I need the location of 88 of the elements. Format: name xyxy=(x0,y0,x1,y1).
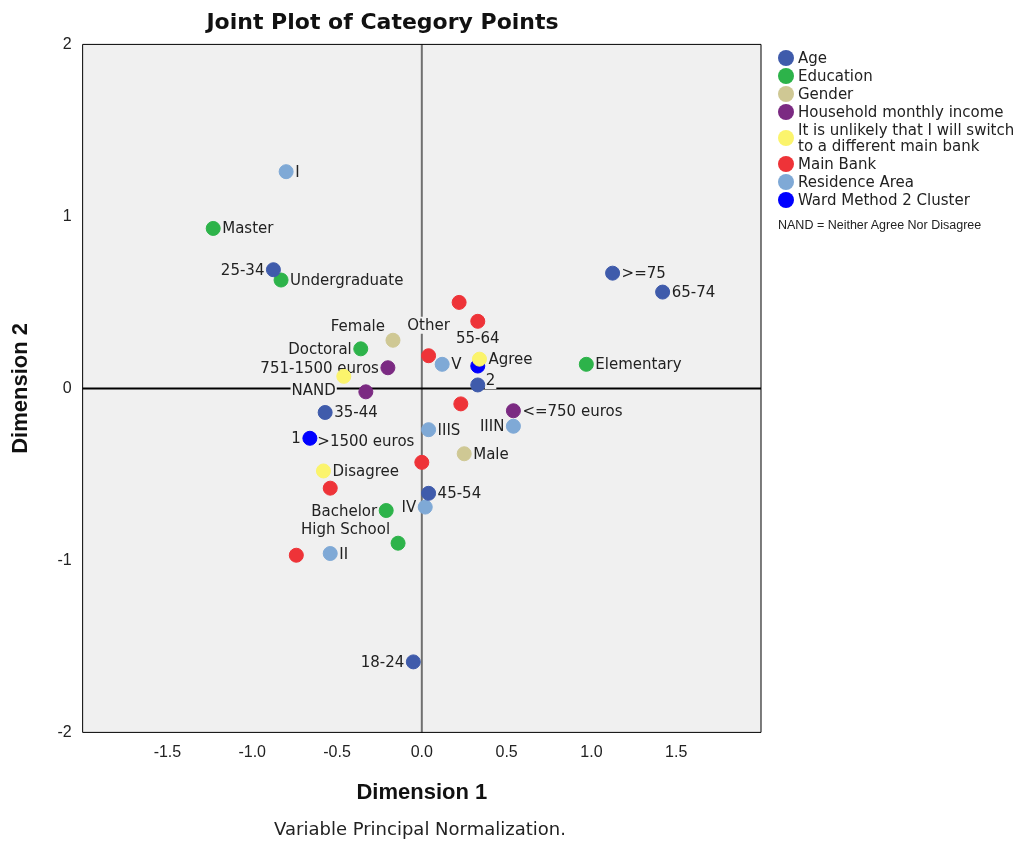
point xyxy=(505,418,521,434)
point xyxy=(456,446,472,462)
point xyxy=(390,535,406,551)
point xyxy=(273,272,289,288)
annotation: 1 xyxy=(291,429,301,448)
text: NAND = Neither Agree Nor Disagree xyxy=(778,218,983,232)
point xyxy=(605,265,621,281)
legend-label: Ward Method 2 Cluster xyxy=(798,191,970,209)
annotation: IV xyxy=(401,498,417,517)
x-tick-label: 0.5 xyxy=(495,743,518,761)
y-axis-title: Dimension 2 xyxy=(7,322,33,454)
point xyxy=(505,403,521,419)
x-axis-title: Dimension 1 xyxy=(356,778,488,804)
y-tick-label: -1 xyxy=(57,550,72,568)
point xyxy=(421,348,437,364)
x-tick-label: 0.0 xyxy=(410,743,434,761)
annotation: >=75 xyxy=(621,264,666,283)
point xyxy=(278,164,294,180)
point xyxy=(470,377,486,393)
annotation: Other xyxy=(407,315,451,334)
y-tick-label: 2 xyxy=(62,34,72,52)
y-tick-label: -2 xyxy=(57,722,72,740)
point xyxy=(471,351,487,367)
annotation: Female xyxy=(330,317,385,336)
x-tick-label: -1.0 xyxy=(238,743,267,761)
x-tick-label: -1.5 xyxy=(153,743,182,761)
annotation: 65-74 xyxy=(671,283,716,302)
legend-label: Household monthly income xyxy=(798,103,1004,121)
point xyxy=(434,356,450,372)
point xyxy=(451,294,467,310)
annotation: 35-44 xyxy=(334,403,378,422)
point xyxy=(470,313,486,329)
point xyxy=(288,547,304,563)
annotation: II xyxy=(339,544,349,563)
annotation: <=750 euros xyxy=(522,401,623,420)
annotation: I xyxy=(295,162,300,181)
point xyxy=(315,463,331,479)
annotation: Male xyxy=(473,444,509,463)
annotation: 45-54 xyxy=(437,484,482,503)
annotation: 25-34 xyxy=(220,260,265,279)
legend-label: Residence Area xyxy=(798,173,914,191)
annotation: 55-64 xyxy=(455,328,500,347)
annotation: NAND xyxy=(291,381,336,400)
point xyxy=(417,499,433,515)
point xyxy=(378,503,394,519)
point xyxy=(322,546,338,562)
annotation: IIIN xyxy=(479,417,505,436)
point xyxy=(353,341,369,357)
annotation: 2 xyxy=(485,371,496,390)
point xyxy=(421,422,437,438)
point xyxy=(453,396,469,412)
point xyxy=(322,480,338,496)
point xyxy=(385,332,401,348)
annotation: V xyxy=(451,355,463,374)
annotation: IIIS xyxy=(437,420,461,439)
x-tick-label: 1.5 xyxy=(665,743,688,761)
annotation: Doctoral xyxy=(288,339,352,358)
point xyxy=(405,654,421,670)
legend-label: It is unlikely that I will switch to a different main bank xyxy=(798,121,1016,155)
annotation: >1500 euros xyxy=(317,431,415,450)
point xyxy=(265,262,281,278)
legend-label: Education xyxy=(798,67,873,85)
annotation: Elementary xyxy=(595,355,682,374)
annotation: Agree xyxy=(488,350,533,369)
legend-label: Age xyxy=(798,49,828,67)
point xyxy=(302,430,318,446)
text: Variable Principal Normalization. xyxy=(273,818,567,839)
annotation: 18-24 xyxy=(360,652,405,671)
point xyxy=(421,485,437,501)
y-tick-label: 1 xyxy=(62,206,72,224)
point xyxy=(380,360,396,376)
x-tick-label: -0.5 xyxy=(323,743,351,761)
annotation: Undergraduate xyxy=(290,271,404,290)
y-tick-label: 0 xyxy=(62,378,72,396)
point xyxy=(358,384,374,400)
annotation: Disagree xyxy=(332,461,399,480)
point xyxy=(578,356,594,372)
point xyxy=(205,220,221,236)
point xyxy=(317,404,333,420)
point xyxy=(655,284,671,300)
legend-label: Gender xyxy=(798,85,854,103)
point xyxy=(414,454,430,470)
annotation: Master xyxy=(222,219,275,238)
annotation: Bachelor xyxy=(311,501,379,520)
legend-label: Main Bank xyxy=(798,155,877,173)
annotation: High School xyxy=(301,520,391,539)
chart-title: Joint Plot of Category Points xyxy=(204,8,559,34)
x-tick-label: 1.0 xyxy=(580,743,603,761)
